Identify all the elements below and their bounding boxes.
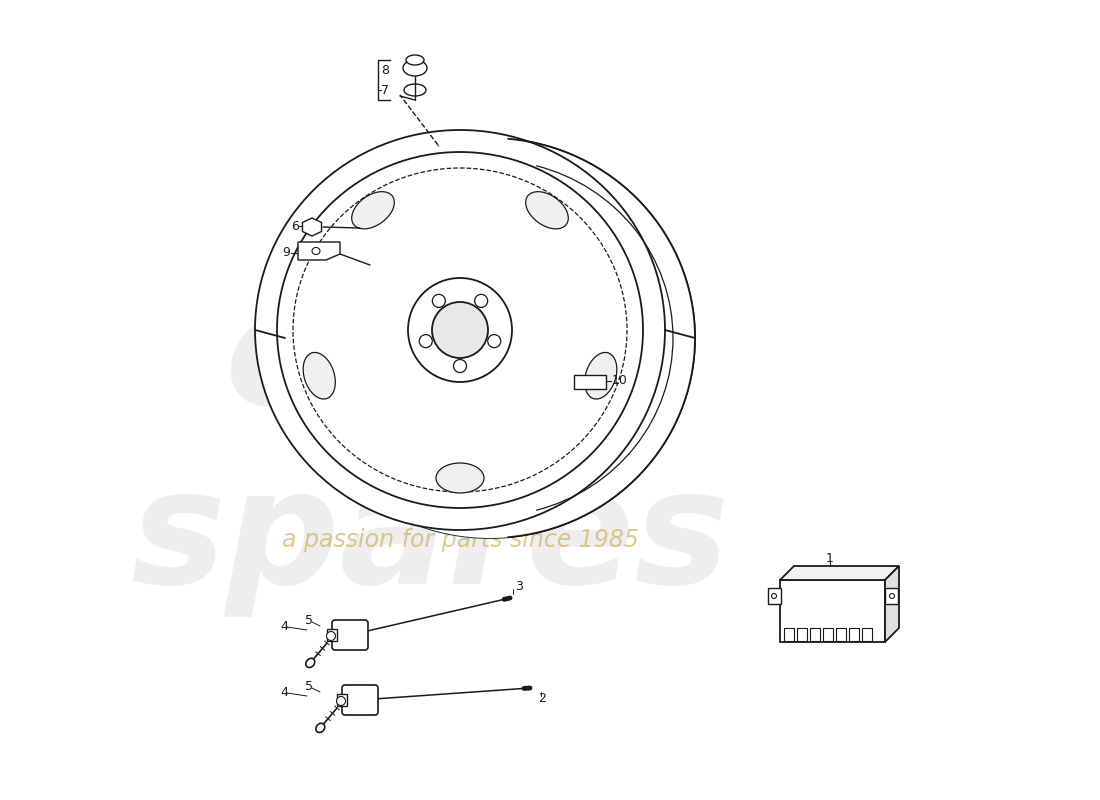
Ellipse shape xyxy=(327,631,336,641)
Polygon shape xyxy=(886,566,899,642)
Text: 3: 3 xyxy=(515,579,522,593)
Ellipse shape xyxy=(277,152,644,508)
Bar xyxy=(768,588,781,604)
Bar xyxy=(849,628,859,641)
Ellipse shape xyxy=(432,302,488,358)
Ellipse shape xyxy=(487,334,500,348)
Text: 10: 10 xyxy=(612,374,628,386)
Ellipse shape xyxy=(255,130,666,530)
Ellipse shape xyxy=(408,278,512,382)
Polygon shape xyxy=(298,242,340,260)
Ellipse shape xyxy=(419,334,432,348)
Ellipse shape xyxy=(304,353,336,399)
Ellipse shape xyxy=(312,247,320,254)
Bar xyxy=(823,628,833,641)
Bar xyxy=(327,629,337,641)
FancyBboxPatch shape xyxy=(342,685,378,715)
Bar xyxy=(810,628,820,641)
Text: 7: 7 xyxy=(381,83,389,97)
Text: 6: 6 xyxy=(292,219,299,233)
Bar xyxy=(886,588,898,604)
Ellipse shape xyxy=(432,294,446,307)
Bar xyxy=(780,580,886,642)
Polygon shape xyxy=(780,566,899,580)
Text: 1: 1 xyxy=(826,551,834,565)
Ellipse shape xyxy=(403,60,427,76)
Text: 8: 8 xyxy=(381,63,389,77)
Ellipse shape xyxy=(316,723,324,733)
Ellipse shape xyxy=(453,359,466,373)
Ellipse shape xyxy=(406,55,424,65)
Text: euro
spares: euro spares xyxy=(130,282,729,618)
Text: 4: 4 xyxy=(280,686,288,699)
Text: 2: 2 xyxy=(538,691,546,705)
Ellipse shape xyxy=(352,192,394,229)
Text: a passion for parts since 1985: a passion for parts since 1985 xyxy=(282,528,638,552)
Bar xyxy=(836,628,846,641)
Polygon shape xyxy=(302,218,321,236)
Bar xyxy=(784,628,794,641)
Ellipse shape xyxy=(771,594,777,598)
Ellipse shape xyxy=(890,594,894,598)
Text: 5: 5 xyxy=(305,681,314,694)
Bar xyxy=(337,694,346,706)
Ellipse shape xyxy=(337,697,345,706)
Ellipse shape xyxy=(585,353,617,399)
Ellipse shape xyxy=(306,658,315,667)
Ellipse shape xyxy=(285,138,695,538)
Bar xyxy=(798,628,807,641)
Text: 5: 5 xyxy=(305,614,314,627)
Text: 4: 4 xyxy=(280,621,288,634)
Ellipse shape xyxy=(436,463,484,493)
Ellipse shape xyxy=(526,192,569,229)
Text: 9: 9 xyxy=(282,246,290,259)
Ellipse shape xyxy=(475,294,487,307)
Bar xyxy=(862,628,872,641)
Bar xyxy=(574,375,606,389)
FancyBboxPatch shape xyxy=(332,620,368,650)
